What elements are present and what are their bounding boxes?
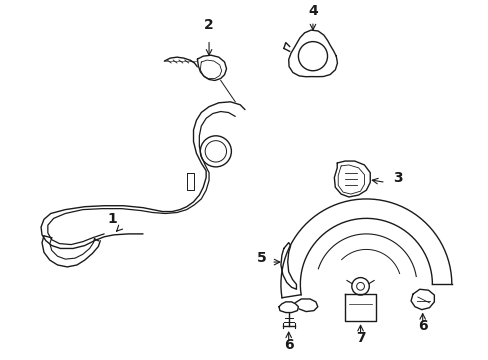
Polygon shape [288,30,337,77]
Polygon shape [197,55,226,80]
Text: 1: 1 [107,212,117,226]
Text: 6: 6 [284,338,293,352]
Polygon shape [279,302,298,312]
Text: 3: 3 [393,171,403,185]
Polygon shape [334,161,369,197]
Text: 4: 4 [307,4,317,18]
Text: 2: 2 [204,18,213,32]
Text: 5: 5 [256,251,266,265]
Text: 7: 7 [355,331,365,345]
Polygon shape [410,289,433,310]
Text: 6: 6 [417,319,427,333]
